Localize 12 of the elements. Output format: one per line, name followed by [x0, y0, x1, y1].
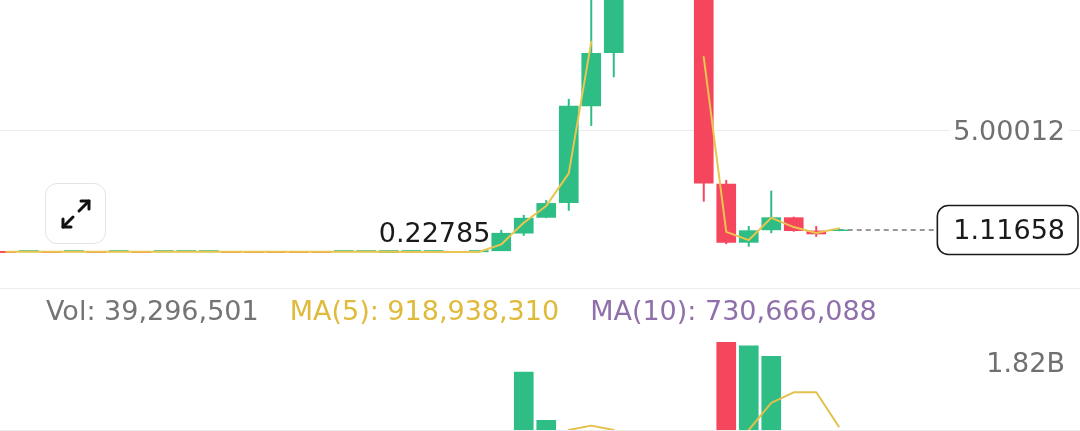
annotation: 0.22785	[378, 217, 491, 249]
y-tick-label: 1.11658	[953, 213, 1065, 245]
text: MA(5): 918,938,310	[289, 295, 560, 326]
text: MA(10): 730,666,088	[590, 295, 877, 326]
bar	[738, 345, 759, 430]
bar	[536, 420, 557, 430]
bar	[716, 341, 737, 430]
y-tick-label: 5.00012	[953, 115, 1065, 147]
bar	[761, 356, 782, 430]
annotation: 1.82B	[986, 347, 1065, 378]
bar	[513, 371, 534, 430]
text: Vol: 39,296,501	[46, 295, 259, 326]
